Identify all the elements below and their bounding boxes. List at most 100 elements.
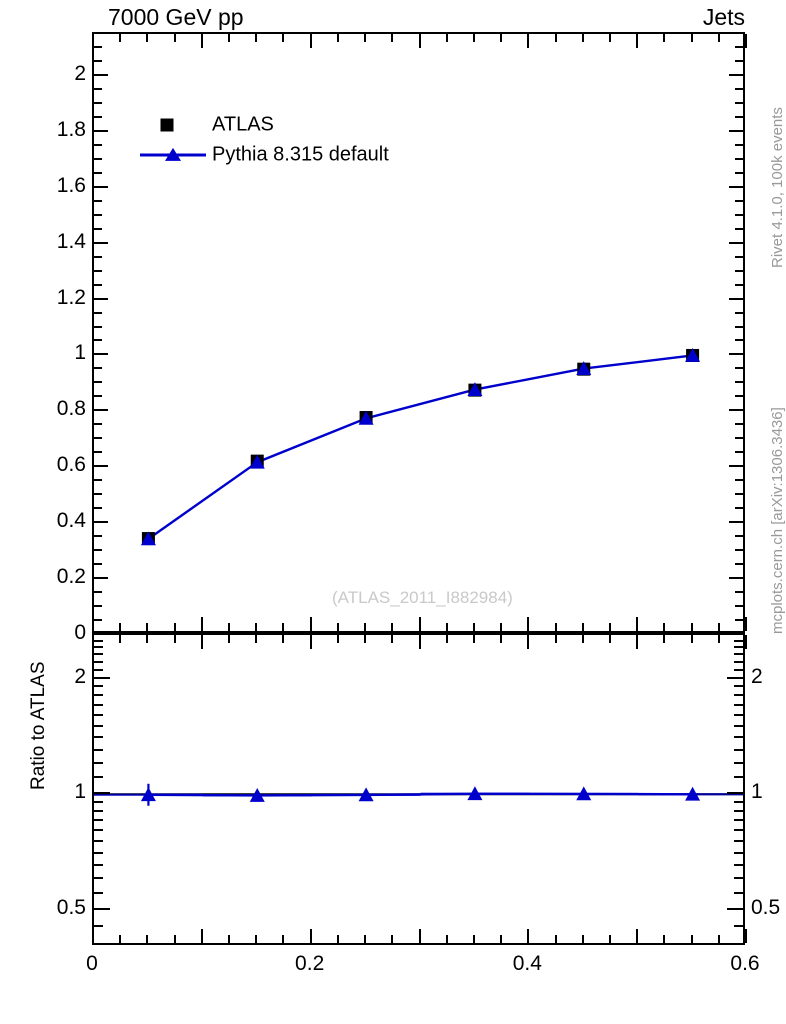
axis-tick (94, 256, 102, 258)
axis-tick (282, 34, 284, 42)
axis-tick (94, 242, 108, 244)
data-point-pythia (467, 382, 483, 396)
axis-tick (94, 605, 102, 607)
axis-tick (691, 935, 693, 943)
axis-tick (734, 646, 743, 648)
axis-tick (734, 685, 743, 687)
axis-tick (735, 437, 743, 439)
axis-tick (500, 635, 502, 643)
axis-tick (94, 144, 102, 146)
y-tick-label: 1 (74, 341, 86, 365)
axis-tick (119, 635, 121, 643)
axis-tick (174, 623, 176, 631)
axis-tick (735, 563, 743, 565)
axis-tick (734, 694, 743, 696)
axis-tick (718, 34, 720, 42)
axis-tick (94, 704, 103, 706)
axis-tick (718, 635, 720, 643)
axis-tick (636, 635, 638, 649)
axis-tick (691, 34, 693, 42)
axis-tick (94, 819, 103, 821)
axis-tick (473, 34, 475, 42)
axis-tick (94, 892, 103, 894)
axis-tick (527, 617, 529, 631)
axis-tick (734, 840, 743, 842)
y-tick-label: 0.8 (56, 397, 86, 421)
axis-tick (94, 353, 108, 355)
axis-tick (735, 367, 743, 369)
axis-tick (94, 877, 103, 879)
axis-tick (718, 623, 720, 631)
axis-tick (94, 479, 102, 481)
axis-tick (582, 623, 584, 631)
axis-tick (734, 776, 743, 778)
axis-tick (94, 749, 103, 751)
axis-tick (119, 935, 121, 943)
axis-tick (729, 577, 743, 579)
axis-tick (473, 935, 475, 943)
ratio-plot-svg (94, 783, 743, 806)
x-tick-label: 0.4 (512, 952, 542, 975)
axis-tick (119, 623, 121, 631)
axis-tick (446, 635, 448, 643)
axis-tick (735, 591, 743, 593)
axis-tick (94, 214, 102, 216)
axis-tick (94, 381, 102, 383)
axis-tick (663, 623, 665, 631)
ratio-y-tick-label: 2 (74, 664, 86, 688)
ratio-y-tick-labels-left: 0.5 1 2 (0, 0, 86, 1024)
ratio-plot-frame (92, 633, 745, 945)
axis-tick (735, 493, 743, 495)
axis-tick (94, 451, 102, 453)
axis-tick (555, 623, 557, 631)
axis-tick (691, 635, 693, 643)
axis-tick (94, 409, 108, 411)
axis-tick (745, 34, 747, 48)
axis-tick (364, 623, 366, 631)
axis-tick (255, 935, 257, 943)
y-tick-label: 0.2 (56, 565, 86, 589)
axis-tick (94, 521, 108, 523)
axis-tick (419, 929, 421, 943)
axis-tick (94, 172, 102, 174)
axis-tick (735, 451, 743, 453)
axis-tick (310, 617, 312, 631)
ratio-y-tick-label: 1 (74, 780, 86, 804)
axis-tick (94, 714, 103, 716)
x-tick-label: 0.6 (730, 952, 760, 975)
axis-tick (735, 535, 743, 537)
axis-tick (734, 819, 743, 821)
axis-tick (419, 34, 421, 48)
axis-tick (734, 669, 743, 671)
axis-tick (735, 507, 743, 509)
axis-tick (94, 32, 102, 34)
axis-tick (446, 623, 448, 631)
axis-tick (555, 34, 557, 42)
axis-tick (94, 925, 103, 927)
axis-tick (94, 677, 110, 679)
y-tick-label: 0.6 (56, 453, 86, 477)
axis-tick (94, 298, 108, 300)
axis-tick (582, 635, 584, 643)
axis-tick (527, 635, 529, 649)
axis-tick (94, 312, 102, 314)
axis-tick (735, 60, 743, 62)
main-plot-frame (92, 32, 745, 633)
axis-tick (364, 935, 366, 943)
axis-tick (94, 493, 102, 495)
axis-tick (391, 635, 393, 643)
axis-tick (94, 228, 102, 230)
axis-tick (255, 623, 257, 631)
axis-tick (729, 298, 743, 300)
axis-tick (94, 507, 102, 509)
axis-tick (446, 34, 448, 42)
axis-tick (609, 623, 611, 631)
axis-tick (729, 521, 743, 523)
axis-tick (735, 479, 743, 481)
axis-tick (729, 130, 743, 132)
axis-tick (391, 623, 393, 631)
axis-tick (337, 935, 339, 943)
axis-tick (745, 929, 747, 943)
axis-tick (691, 623, 693, 631)
